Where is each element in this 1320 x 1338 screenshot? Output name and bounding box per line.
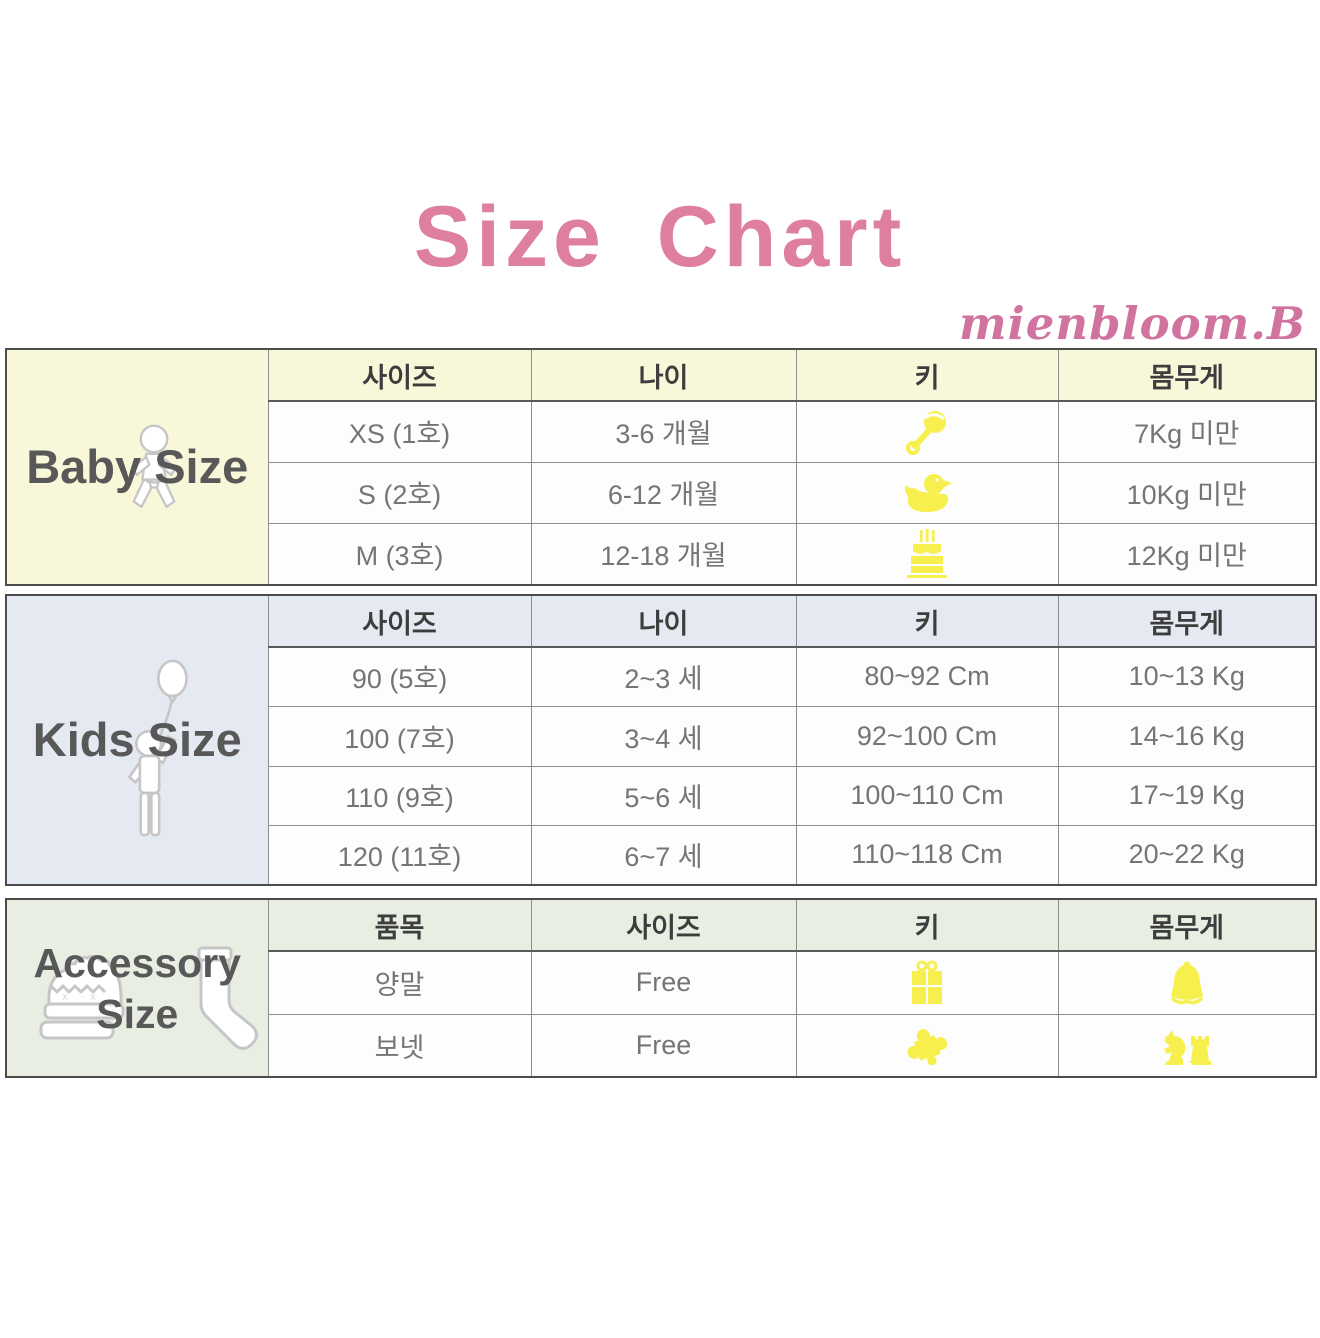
brand-watermark: mienbloom.B	[959, 297, 1306, 350]
header-row: Kids Size 사이즈 나이 키 몸무게	[5, 594, 1317, 886]
kids-size-table: Kids Size 사이즈 나이 키 몸무게 90 (5호) 2~3 세 80~…	[5, 594, 1317, 886]
table-row: 120 (11호) 6~7 세 110~118 Cm 20~22 Kg	[6, 824, 1317, 886]
weight-cell	[1057, 1013, 1317, 1078]
table-row: 보넷 Free	[6, 1013, 1317, 1078]
column-header: 몸무게	[1057, 898, 1317, 952]
weight-cell: 10~13 Kg	[1057, 646, 1317, 707]
size-cell: Free	[530, 950, 797, 1015]
size-cell: Free	[530, 1013, 797, 1078]
weight-cell: 10Kg 미만	[1057, 461, 1317, 524]
baby-size-table: Baby Size 사이즈 나이 키 몸무게 XS (1호) 3-6 개월 7K…	[5, 348, 1317, 586]
column-header: 몸무게	[1057, 348, 1317, 402]
kid-balloon-icon	[128, 659, 188, 837]
age-cell: 2~3 세	[530, 646, 797, 707]
height-cell: 100~110 Cm	[795, 765, 1059, 826]
baby-icon	[130, 424, 178, 509]
table-row: 100 (7호) 3~4 세 92~100 Cm 14~16 Kg	[6, 705, 1317, 767]
column-header: 사이즈	[267, 348, 532, 402]
bell-icon	[1170, 961, 1203, 1005]
svg-text:x: x	[90, 991, 96, 1003]
height-cell: 110~118 Cm	[795, 824, 1059, 886]
svg-text:x: x	[62, 991, 68, 1003]
weight-cell: 17~19 Kg	[1057, 765, 1317, 826]
column-header: 키	[795, 348, 1059, 402]
height-cell: 80~92 Cm	[795, 646, 1059, 707]
puzzle-icon	[907, 1029, 948, 1066]
item-cell: 양말	[267, 950, 532, 1015]
svg-text:·: ·	[81, 991, 85, 1003]
size-cell: S (2호)	[267, 461, 532, 524]
age-cell: 12-18 개월	[530, 522, 797, 586]
table-row: M (3호) 12-18 개월 12Kg 미만	[6, 522, 1317, 586]
item-cell: 보넷	[267, 1013, 532, 1078]
kids-size-label-cell: Kids Size	[5, 594, 269, 886]
header-row: Baby Size 사이즈 나이 키 몸무게	[5, 348, 1317, 586]
size-cell: 120 (11호)	[267, 824, 532, 886]
weight-cell: 20~22 Kg	[1057, 824, 1317, 886]
duck-icon	[904, 473, 952, 512]
column-header: 나이	[530, 348, 797, 402]
section-label: Accessory Size	[33, 939, 241, 1037]
weight-cell: 12Kg 미만	[1057, 522, 1317, 586]
size-cell: M (3호)	[267, 522, 532, 586]
table-row: 90 (5호) 2~3 세 80~92 Cm 10~13 Kg	[6, 646, 1317, 707]
svg-text:·: ·	[107, 991, 111, 1003]
column-header: 품목	[267, 898, 532, 952]
baby-size-label-cell: Baby Size	[5, 348, 269, 586]
beanie-icon: x · x ·	[39, 954, 125, 1040]
accessory-size-table: x · x · Accessory Size 품목 사이즈 키 몸무게 양말 Free	[5, 898, 1317, 1078]
height-cell	[795, 461, 1059, 524]
section-label: Baby Size	[26, 440, 249, 494]
table-row: XS (1호) 3-6 개월 7Kg 미만	[6, 400, 1317, 463]
page-title: Size Chart	[413, 189, 907, 285]
column-header: 사이즈	[267, 594, 532, 648]
chess-icon	[1163, 1030, 1211, 1066]
height-cell: 92~100 Cm	[795, 705, 1059, 767]
age-cell: 6-12 개월	[530, 461, 797, 524]
table-row: 110 (9호) 5~6 세 100~110 Cm 17~19 Kg	[6, 765, 1317, 826]
age-cell: 3-6 개월	[530, 400, 797, 463]
rattle-icon	[906, 410, 946, 455]
column-header: 사이즈	[530, 898, 797, 952]
column-header: 키	[795, 594, 1059, 648]
age-cell: 6~7 세	[530, 824, 797, 886]
weight-cell	[1057, 950, 1317, 1015]
height-cell	[795, 400, 1059, 463]
height-cell	[795, 950, 1059, 1015]
cake-icon	[907, 528, 947, 578]
height-cell	[795, 522, 1059, 586]
height-cell	[795, 1013, 1059, 1078]
age-cell: 3~4 세	[530, 705, 797, 767]
column-header: 몸무게	[1057, 594, 1317, 648]
age-cell: 5~6 세	[530, 765, 797, 826]
column-header: 키	[795, 898, 1059, 952]
column-header: 나이	[530, 594, 797, 648]
size-cell: 90 (5호)	[267, 646, 532, 707]
header-row: x · x · Accessory Size 품목 사이즈 키 몸무게	[5, 898, 1317, 1078]
accessory-size-label-cell: x · x · Accessory Size	[5, 898, 269, 1078]
weight-cell: 14~16 Kg	[1057, 705, 1317, 767]
size-cell: 100 (7호)	[267, 705, 532, 767]
gift-icon	[912, 960, 942, 1004]
table-row: 양말 Free	[6, 950, 1317, 1015]
weight-cell: 7Kg 미만	[1057, 400, 1317, 463]
sock-icon	[197, 946, 258, 1050]
size-cell: XS (1호)	[267, 400, 532, 463]
section-label: Kids Size	[32, 713, 242, 767]
size-cell: 110 (9호)	[267, 765, 532, 826]
